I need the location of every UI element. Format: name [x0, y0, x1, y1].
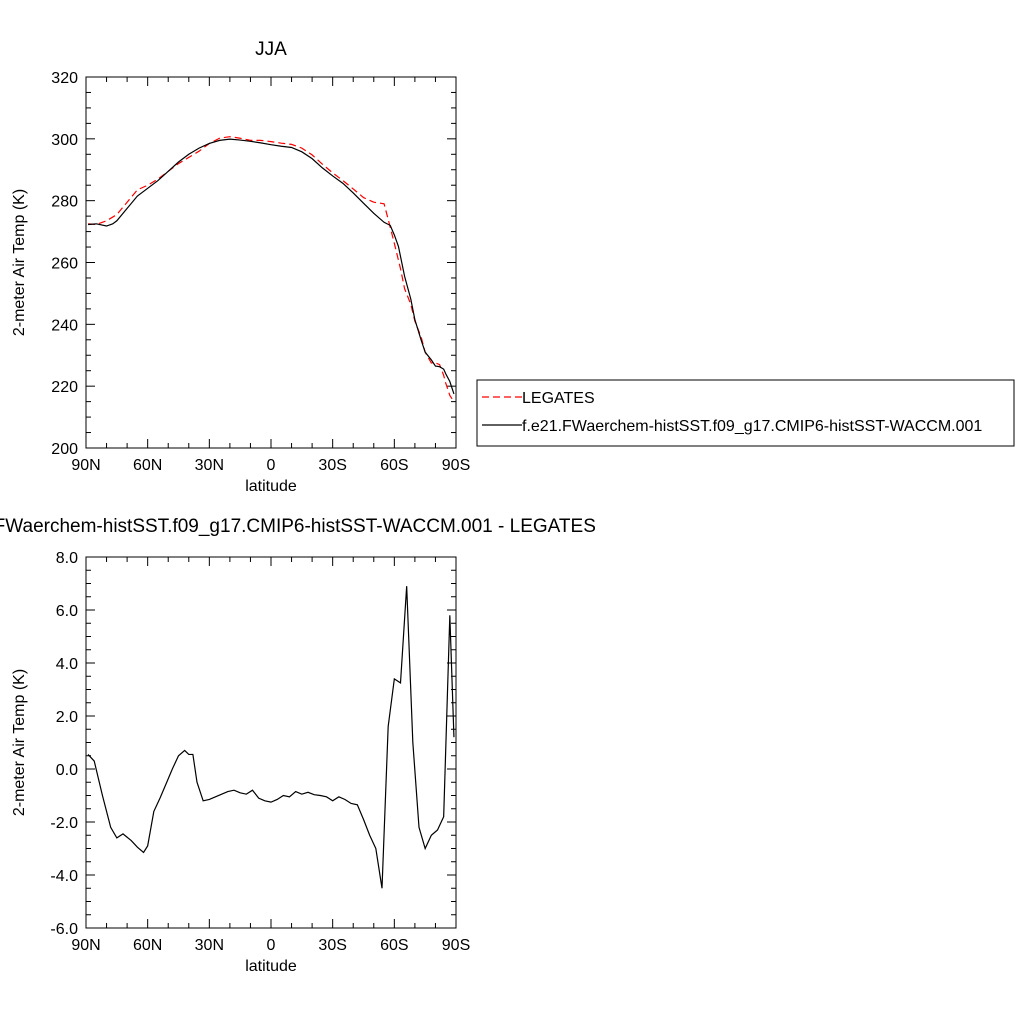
series-line-1: [87, 586, 455, 889]
x-axis-title: latitude: [245, 478, 297, 495]
x-tick-label: 60N: [133, 937, 162, 954]
x-tick-label: 30N: [195, 937, 224, 954]
y-axis-title: 2-meter Air Temp (K): [11, 669, 28, 816]
y-tick-label: 300: [51, 132, 78, 149]
legend-label-2: f.e21.FWaerchem-histSST.f09_g17.CMIP6-hi…: [522, 418, 982, 435]
x-tick-label: 30N: [195, 457, 224, 474]
plot-frame: [85, 76, 457, 449]
y-axis-title: 2-meter Air Temp (K): [11, 189, 28, 336]
x-tick-label: 60S: [380, 937, 408, 954]
chart-panel-1: 90N 60N 30N 0 30S 60S 90S 200 220 240 260 280 300 320…: [11, 39, 470, 495]
y-tick-label: 8.0: [56, 550, 78, 567]
legend-box: [476, 379, 1015, 447]
x-tick-label: 90N: [71, 457, 100, 474]
y-tick-label: -6.0: [50, 921, 78, 938]
chart-title: f.e21.FWaerchem-histSST.f09_g17.CMIP6-hi…: [0, 516, 596, 537]
y-tick-label: 2.0: [56, 709, 78, 726]
x-tick-label: 60N: [133, 457, 162, 474]
x-tick-label: 30S: [318, 937, 346, 954]
y-tick-label: 280: [51, 194, 78, 211]
legend: LEGATES f.e21.FWaerchem-histSST.f09_g17.C…: [476, 379, 1015, 447]
series-line-1: [88, 136, 455, 402]
x-tick-label: 90S: [442, 457, 470, 474]
x-tick-label: 90N: [71, 937, 100, 954]
ticks: [85, 556, 457, 929]
x-tick-label: 90S: [442, 937, 470, 954]
y-tick-label: 4.0: [56, 656, 78, 673]
x-axis-title: latitude: [245, 958, 297, 975]
plot-frame: [85, 556, 457, 929]
y-tick-label: 320: [51, 70, 78, 87]
y-tick-label: 220: [51, 379, 78, 396]
series-line-2: [88, 138, 455, 395]
y-tick-label: 260: [51, 256, 78, 273]
x-tick-label: 60S: [380, 457, 408, 474]
y-tick-label: 6.0: [56, 603, 78, 620]
y-tick-label: -2.0: [50, 815, 78, 832]
y-tick-label: 200: [51, 441, 78, 458]
y-tick-label: 240: [51, 317, 78, 334]
ticks: [85, 76, 457, 449]
x-tick-label: 0: [267, 457, 276, 474]
x-tick-label: 0: [267, 937, 276, 954]
chart-panel-2: 90N 60N 30N 0 30S 60S 90S -6.0 -4.0 -2.0 0.0 2.0 4.0…: [0, 516, 596, 975]
y-tick-label: 0.0: [56, 762, 78, 779]
x-tick-label: 30S: [318, 457, 346, 474]
chart-title: JJA: [255, 39, 287, 60]
y-tick-label: -4.0: [50, 868, 78, 885]
legend-label-1: LEGATES: [522, 390, 595, 407]
